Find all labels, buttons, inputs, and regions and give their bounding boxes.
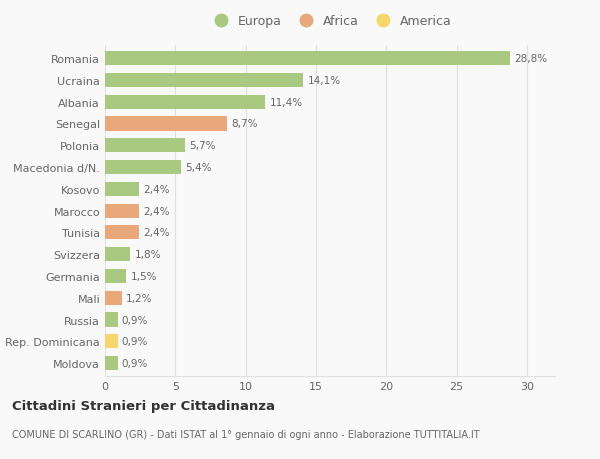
Text: 5,7%: 5,7% (190, 141, 216, 151)
Bar (105, 182, 139, 196)
Bar (105, 313, 118, 327)
Bar (105, 356, 118, 370)
Legend: Europa, Africa, America: Europa, Africa, America (203, 10, 457, 33)
Text: 1,2%: 1,2% (126, 293, 152, 303)
Bar (105, 117, 227, 131)
Bar (105, 247, 130, 262)
Bar (105, 204, 139, 218)
Text: 28,8%: 28,8% (514, 54, 547, 64)
Text: Cittadini Stranieri per Cittadinanza: Cittadini Stranieri per Cittadinanza (12, 399, 275, 412)
Text: 2,4%: 2,4% (143, 228, 169, 238)
Bar (105, 269, 126, 284)
Text: 0,9%: 0,9% (122, 336, 148, 347)
Text: 5,4%: 5,4% (185, 162, 212, 173)
Text: 1,8%: 1,8% (134, 250, 161, 260)
Bar (105, 226, 139, 240)
Bar (105, 161, 181, 175)
Text: 11,4%: 11,4% (269, 97, 302, 107)
Bar (105, 73, 303, 88)
Text: 1,5%: 1,5% (130, 271, 157, 281)
Text: 8,7%: 8,7% (232, 119, 258, 129)
Bar (105, 52, 510, 66)
Bar (105, 95, 265, 110)
Bar (105, 139, 185, 153)
Text: 14,1%: 14,1% (308, 76, 341, 86)
Text: 2,4%: 2,4% (143, 206, 169, 216)
Bar (105, 291, 122, 305)
Text: COMUNE DI SCARLINO (GR) - Dati ISTAT al 1° gennaio di ogni anno - Elaborazione T: COMUNE DI SCARLINO (GR) - Dati ISTAT al … (12, 429, 479, 439)
Text: 0,9%: 0,9% (122, 358, 148, 368)
Text: 0,9%: 0,9% (122, 315, 148, 325)
Text: 2,4%: 2,4% (143, 185, 169, 195)
Bar (105, 335, 118, 349)
